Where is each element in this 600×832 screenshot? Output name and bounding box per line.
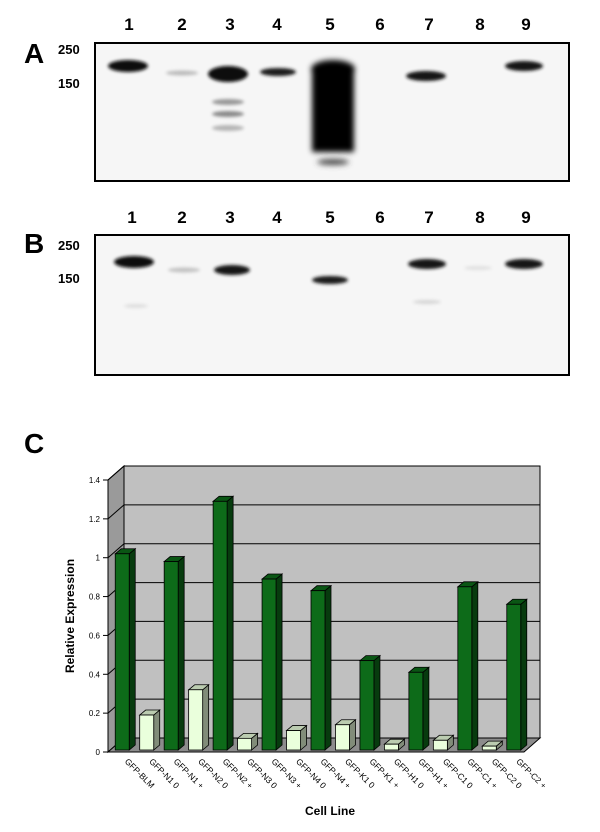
lane-label: 7	[424, 15, 434, 34]
lane-label: 1	[124, 15, 134, 34]
bar-side	[422, 666, 430, 751]
bar-side	[275, 573, 283, 751]
bar-side	[153, 709, 161, 751]
lane-label: 6	[375, 208, 385, 227]
lane-label: 3	[225, 15, 235, 34]
panel-b-blot-image	[114, 256, 543, 308]
y-tick-label: 0	[96, 748, 101, 757]
lane-label: 5	[325, 208, 335, 227]
y-tick-label: 1	[96, 554, 101, 563]
lane-label: 8	[475, 15, 485, 34]
bar-front	[481, 745, 497, 751]
x-axis-title: Cell Line	[305, 804, 355, 818]
chart-bars	[114, 495, 528, 751]
gridline-side	[107, 543, 125, 559]
y-tick-label: 1.2	[89, 515, 101, 524]
y-tick-label: 0.8	[89, 593, 101, 602]
y-tick-label: 0.2	[89, 709, 101, 718]
bar-front	[384, 743, 399, 751]
panel-c-letter: C	[24, 428, 45, 459]
bar-front	[139, 714, 155, 751]
bar-side	[520, 598, 528, 751]
bar	[114, 547, 137, 751]
bar-side	[471, 580, 479, 751]
bar-front	[163, 561, 179, 751]
bar	[407, 666, 430, 751]
mw-marker-150: 150	[58, 271, 80, 286]
bar	[481, 740, 504, 751]
panel-b-blot	[94, 234, 570, 376]
bar-front	[188, 689, 204, 751]
bar-front	[359, 660, 375, 751]
panel-a-blot	[94, 42, 570, 182]
lane-label: 9	[521, 208, 531, 227]
lane-label: 2	[177, 208, 187, 227]
gridline-side	[107, 465, 125, 481]
panel-b-letter: B	[24, 228, 45, 259]
mw-marker-150: 150	[58, 76, 80, 91]
gridline-side	[107, 504, 125, 520]
panel-a-blot-image	[108, 60, 543, 165]
lane-label: 6	[375, 15, 385, 34]
bar-side	[373, 654, 381, 751]
bar	[285, 724, 308, 751]
lane-label: 5	[325, 15, 335, 34]
bar	[138, 709, 161, 751]
bar	[432, 734, 455, 751]
bar	[309, 584, 333, 751]
lane-label: 4	[272, 15, 282, 34]
lane-label: 3	[225, 208, 235, 227]
y-tick-label: 0.4	[89, 670, 101, 679]
bar-front	[310, 590, 326, 751]
bar-front	[237, 737, 252, 751]
lane-label: 7	[424, 208, 434, 227]
lane-label: 4	[272, 208, 282, 227]
bar	[260, 573, 284, 751]
bar-front	[457, 586, 473, 751]
bar-front	[408, 671, 424, 751]
bar-front	[335, 724, 350, 751]
lane-label: 9	[521, 15, 531, 34]
bar	[383, 738, 406, 751]
bar-front	[286, 730, 301, 751]
bar-side	[226, 495, 234, 751]
bar	[163, 555, 186, 751]
bar-side	[128, 547, 136, 751]
y-axis-title: Relative Expression	[63, 559, 77, 673]
lane-label: 1	[127, 208, 137, 227]
bar-side	[177, 555, 185, 751]
bar-front	[432, 739, 448, 751]
mw-marker-250: 250	[58, 238, 80, 253]
bar	[187, 683, 210, 751]
bar	[505, 598, 528, 751]
bar-side	[324, 584, 332, 751]
y-tick-label: 1.4	[89, 476, 101, 485]
bar	[358, 654, 382, 751]
bar-side	[202, 683, 210, 751]
bar	[212, 495, 235, 751]
bar-front	[212, 500, 228, 751]
mw-marker-250: 250	[58, 42, 80, 57]
bar-front	[114, 553, 130, 751]
panel-a-letter: A	[24, 38, 45, 69]
lane-label: 8	[475, 208, 485, 227]
bar	[334, 718, 357, 751]
y-tick-label: 0.6	[89, 631, 101, 640]
lane-label: 2	[177, 15, 187, 34]
bar	[456, 580, 479, 751]
bar	[236, 732, 259, 751]
bar-front	[261, 578, 277, 751]
bar-front	[506, 603, 522, 751]
